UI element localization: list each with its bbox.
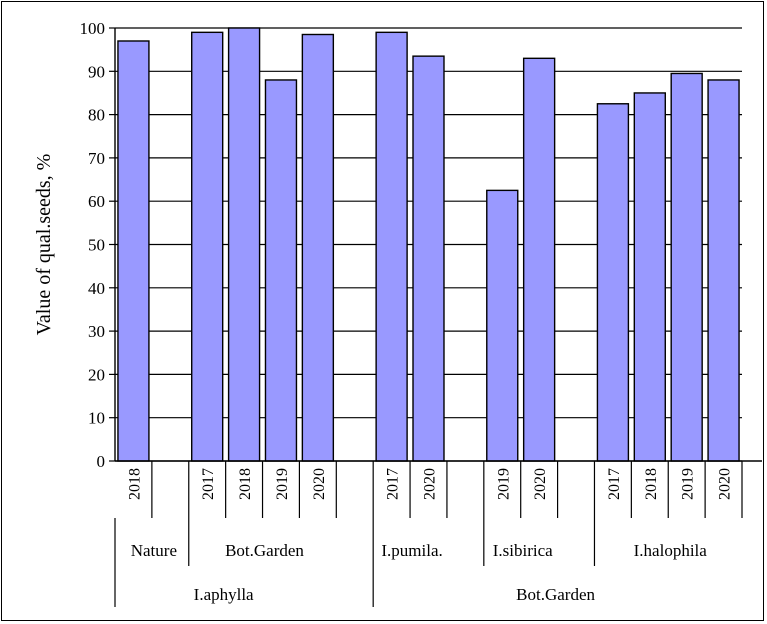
group-label: I.pumila.	[381, 541, 442, 560]
y-tick-label: 80	[88, 106, 105, 125]
y-axis-label: Value of qual.seeds, %	[33, 154, 55, 336]
x-tick-label: 2020	[311, 468, 328, 500]
bar	[707, 79, 740, 462]
supergroup-label: Bot.Garden	[516, 585, 595, 604]
x-tick-label: 2019	[274, 468, 291, 500]
bar	[375, 31, 408, 462]
y-tick-label: 0	[97, 452, 106, 471]
x-tick-label: 2019	[495, 468, 512, 500]
bar	[486, 189, 519, 462]
y-tick-label: 60	[88, 192, 105, 211]
bar	[227, 27, 261, 462]
y-tick-label: 40	[88, 279, 105, 298]
x-tick-label: 2017	[606, 468, 623, 500]
y-tick-label: 30	[88, 322, 105, 341]
bar	[117, 40, 150, 462]
bar	[633, 92, 666, 462]
x-tick-label: 2019	[680, 468, 697, 500]
group-label: Nature	[131, 541, 177, 560]
bar	[522, 57, 556, 462]
bar	[301, 33, 335, 462]
supergroup-label: I.aphylla	[194, 585, 254, 604]
y-tick-label: 70	[88, 149, 105, 168]
bar	[412, 55, 445, 462]
x-tick-label: 2018	[126, 468, 143, 500]
group-label: I.sibirica	[493, 541, 553, 560]
bar	[264, 79, 298, 462]
y-tick-label: 90	[88, 62, 105, 81]
group-label: Bot.Garden	[225, 541, 304, 560]
y-tick-label: 100	[80, 19, 106, 38]
x-tick-label: 2020	[717, 468, 734, 500]
x-tick-label: 2017	[200, 468, 217, 500]
bar	[596, 103, 630, 462]
x-tick-label: 2020	[422, 468, 439, 500]
group-label: I.halophila	[634, 541, 708, 560]
bar	[670, 72, 703, 462]
x-tick-label: 2018	[643, 468, 660, 500]
x-tick-label: 2017	[385, 468, 402, 500]
y-tick-label: 50	[88, 236, 105, 255]
y-tick-label: 20	[88, 365, 105, 384]
bar	[191, 31, 224, 462]
x-tick-label: 2018	[237, 468, 254, 500]
x-tick-label: 2020	[532, 468, 549, 500]
y-tick-label: 10	[88, 409, 105, 428]
